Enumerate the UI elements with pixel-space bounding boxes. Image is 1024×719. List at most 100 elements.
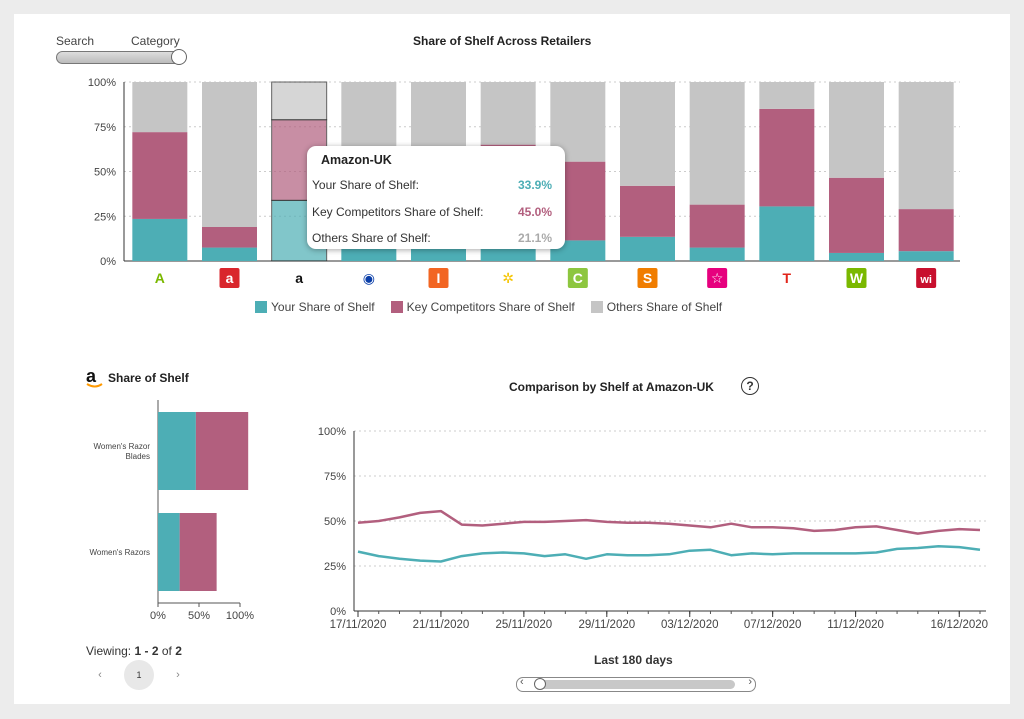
legend-swatch-yours <box>255 301 267 313</box>
pager-prev-button[interactable]: ‹ <box>98 669 102 681</box>
morrisons-icon <box>498 268 519 288</box>
sos-x-tick-label: 0% <box>150 610 166 622</box>
comparison-line-chart: 0% 25% 50% 75% 100% 17/11/2020 21/11/2020 25/11… <box>318 426 988 631</box>
line-series <box>357 509 981 535</box>
line-y-tick-label: 0% <box>330 606 346 618</box>
legend-item-others[interactable]: Others Share of Shelf <box>590 300 722 314</box>
y-tick-label: 75% <box>94 122 116 134</box>
sos-bar-segment <box>179 513 217 591</box>
bar-segment <box>202 82 257 227</box>
legend-item-yours[interactable]: Your Share of Shelf <box>255 300 375 314</box>
viewing-prefix: Viewing: <box>86 644 135 658</box>
line-y-tick-label: 75% <box>324 471 346 483</box>
toggle-knob[interactable] <box>171 49 187 65</box>
toggle-search-label[interactable]: Search <box>56 34 95 48</box>
sainsburys-icon-glyph: S <box>643 270 652 286</box>
bar-segment <box>689 82 745 205</box>
boots-icon <box>358 268 379 288</box>
tooltip-label: Your Share of Shelf: <box>312 178 419 192</box>
line-x-tick-label: 21/11/2020 <box>413 619 470 631</box>
line-x-tick-label: 16/12/2020 <box>930 619 988 631</box>
bar-segment <box>620 185 675 237</box>
bar-segment <box>898 251 954 261</box>
bar-segment <box>132 218 188 261</box>
line-y-tick-label: 25% <box>324 561 346 573</box>
main-chart-legend: Your Share of Shelf Key Competitors Shar… <box>255 300 722 314</box>
bar-segment <box>759 82 815 109</box>
wilko-icon <box>916 268 937 288</box>
viewing-range: 1 - 2 <box>134 644 159 658</box>
superdrug-icon-glyph: ☆ <box>711 270 724 286</box>
amazon-fresh-icon <box>219 268 240 288</box>
legend-swatch-others <box>590 301 603 313</box>
share-of-shelf-title: Share of Shelf <box>108 371 189 385</box>
bar-segment <box>689 247 745 261</box>
bar-segment <box>480 82 536 145</box>
scroll-left-icon[interactable]: ‹ <box>520 676 524 688</box>
search-category-toggle[interactable] <box>56 49 187 65</box>
scroller-thumb[interactable] <box>535 680 735 689</box>
sos-category-label: Blades <box>126 452 150 461</box>
toggle-category-label[interactable]: Category <box>131 34 180 48</box>
retailer-icon-slot: A <box>149 268 170 288</box>
waitrose-icon <box>846 268 867 288</box>
scroller-handle[interactable] <box>534 678 546 690</box>
scroll-right-icon[interactable]: › <box>748 676 752 688</box>
pager-next-button[interactable]: › <box>176 669 180 681</box>
amazon-icon-glyph: a <box>295 270 303 286</box>
line-x-tick-label: 17/11/2020 <box>330 619 387 631</box>
retailer-icon-slot: T <box>776 268 797 288</box>
viewing-of: of <box>158 644 176 658</box>
line-x-tick-label: 07/12/2020 <box>744 619 802 631</box>
bar-segment <box>620 82 675 186</box>
help-icon[interactable]: ? <box>741 377 759 395</box>
retailer-icon-slot: a <box>219 268 240 288</box>
bar-segment <box>271 81 328 121</box>
sos-category-label: Women's Razors <box>89 548 150 557</box>
sos-category-label: Women's Razor <box>93 442 150 451</box>
retailer-icon-slot: C <box>567 268 588 288</box>
sos-bar-segment <box>158 513 180 591</box>
iceland-icon-glyph: I <box>437 270 441 286</box>
asda-icon-glyph: A <box>155 270 165 286</box>
tooltip-value: 21.1% <box>517 231 552 245</box>
iceland-icon <box>428 268 449 288</box>
legend-label-yours: Your Share of Shelf <box>271 300 375 314</box>
comparison-title: Comparison by Shelf at Amazon-UK <box>509 380 714 394</box>
tooltip-row-others: Others Share of Shelf: 21.1% <box>312 231 552 245</box>
boots-icon-glyph: ◉ <box>363 270 375 286</box>
sos-x-tick-label: 100% <box>226 610 254 622</box>
viewing-count: Viewing: 1 - 2 of 2 <box>86 644 182 658</box>
line-series <box>357 544 981 563</box>
date-range-label: Last 180 days <box>594 653 673 667</box>
date-range-scroller[interactable]: ‹ › <box>516 676 756 692</box>
y-tick-label: 0% <box>100 256 116 268</box>
line-x-tick-label: 11/12/2020 <box>827 619 884 631</box>
tooltip-value: 45.0% <box>517 205 552 219</box>
bar-segment <box>829 177 884 253</box>
bar-segment <box>202 247 257 261</box>
pager-page-1[interactable]: 1 <box>124 660 154 690</box>
line-y-tick-label: 50% <box>324 516 346 528</box>
bar-segment <box>132 132 188 219</box>
ocado-icon <box>567 268 588 288</box>
wilko-icon-glyph: wi <box>919 274 932 286</box>
retailer-icon-slot: a <box>289 268 310 288</box>
sainsburys-icon <box>637 268 658 288</box>
asda-icon <box>149 268 170 288</box>
bar-segment <box>132 82 188 133</box>
tooltip-row-competitors: Key Competitors Share of Shelf: 45.0% <box>312 205 552 219</box>
bar-segment <box>202 226 257 248</box>
legend-item-competitors[interactable]: Key Competitors Share of Shelf <box>390 300 575 314</box>
y-tick-label: 50% <box>94 167 116 179</box>
retailer-icon-slot: ☆ <box>707 268 728 288</box>
legend-label-competitors: Key Competitors Share of Shelf <box>406 300 575 314</box>
line-x-tick-label: 29/11/2020 <box>578 619 635 631</box>
y-tick-label: 25% <box>94 211 116 223</box>
bar-segment <box>620 236 675 261</box>
amazon-uk-tooltip: Amazon-UK Your Share of Shelf: 33.9% Key … <box>307 146 565 249</box>
retailer-icon-slot: ◉ <box>358 268 379 288</box>
tooltip-value: 33.9% <box>517 178 552 192</box>
line-x-tick-label: 25/11/2020 <box>496 619 553 631</box>
